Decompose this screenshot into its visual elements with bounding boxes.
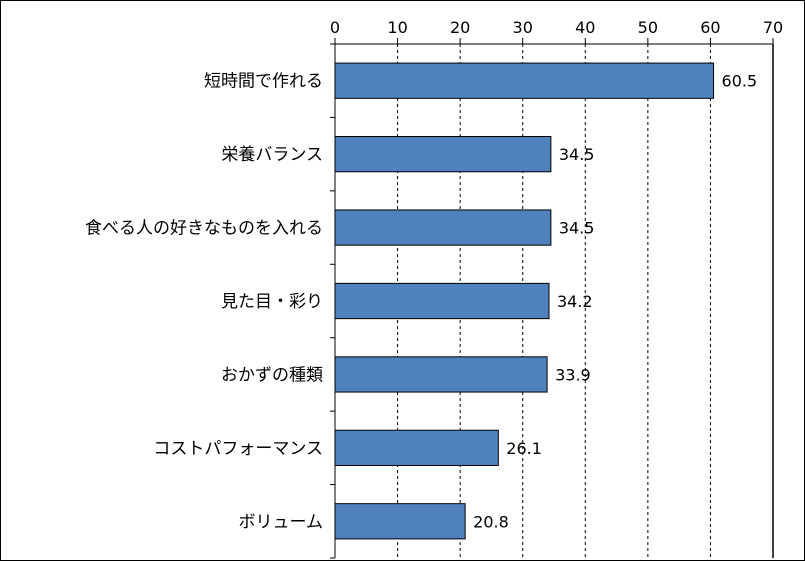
- bar-6: [334, 503, 466, 540]
- tick-label-0: 0: [330, 18, 340, 37]
- data-label-0: 60.5: [722, 72, 758, 91]
- category-label-6: ボリューム: [239, 512, 324, 532]
- tick-label-70: 70: [763, 18, 783, 37]
- grid-lines: [397, 44, 711, 558]
- bar-0: [334, 62, 715, 99]
- data-label-6: 20.8: [473, 512, 509, 531]
- data-label-3: 34.2: [557, 292, 593, 311]
- tick-label-20: 20: [450, 18, 470, 37]
- bar-1: [334, 136, 552, 173]
- category-label-3: 見た目・彩り: [221, 292, 323, 312]
- tick-label-30: 30: [513, 18, 533, 37]
- category-label-2: 食べる人の好きなものを入れる: [85, 219, 323, 239]
- category-label-0: 短時間で作れる: [204, 72, 323, 92]
- tick-label-10: 10: [387, 18, 407, 37]
- category-label-4: おかずの種類: [221, 365, 323, 385]
- bar-4: [334, 356, 548, 393]
- data-label-2: 34.5: [559, 219, 595, 238]
- labels: 短時間で作れる 60.5 栄養バランス 34.5 食べる人の好きなものを入れる 34.5 見…: [85, 72, 757, 533]
- tick-label-40: 40: [575, 18, 595, 37]
- bar-5: [334, 429, 499, 466]
- tick-label-60: 60: [700, 18, 720, 37]
- bar-3: [334, 282, 550, 320]
- data-label-4: 33.9: [555, 365, 591, 384]
- bars: [334, 62, 715, 540]
- category-label-5: コストパフォーマンス: [153, 439, 323, 459]
- bar-2: [334, 209, 552, 246]
- category-label-1: 栄養バランス: [221, 145, 323, 165]
- x-axis: 0 10 20 30 40 50 60 70: [330, 18, 783, 559]
- data-label-1: 34.5: [559, 145, 595, 164]
- data-label-5: 26.1: [506, 439, 542, 458]
- tick-label-50: 50: [638, 18, 658, 37]
